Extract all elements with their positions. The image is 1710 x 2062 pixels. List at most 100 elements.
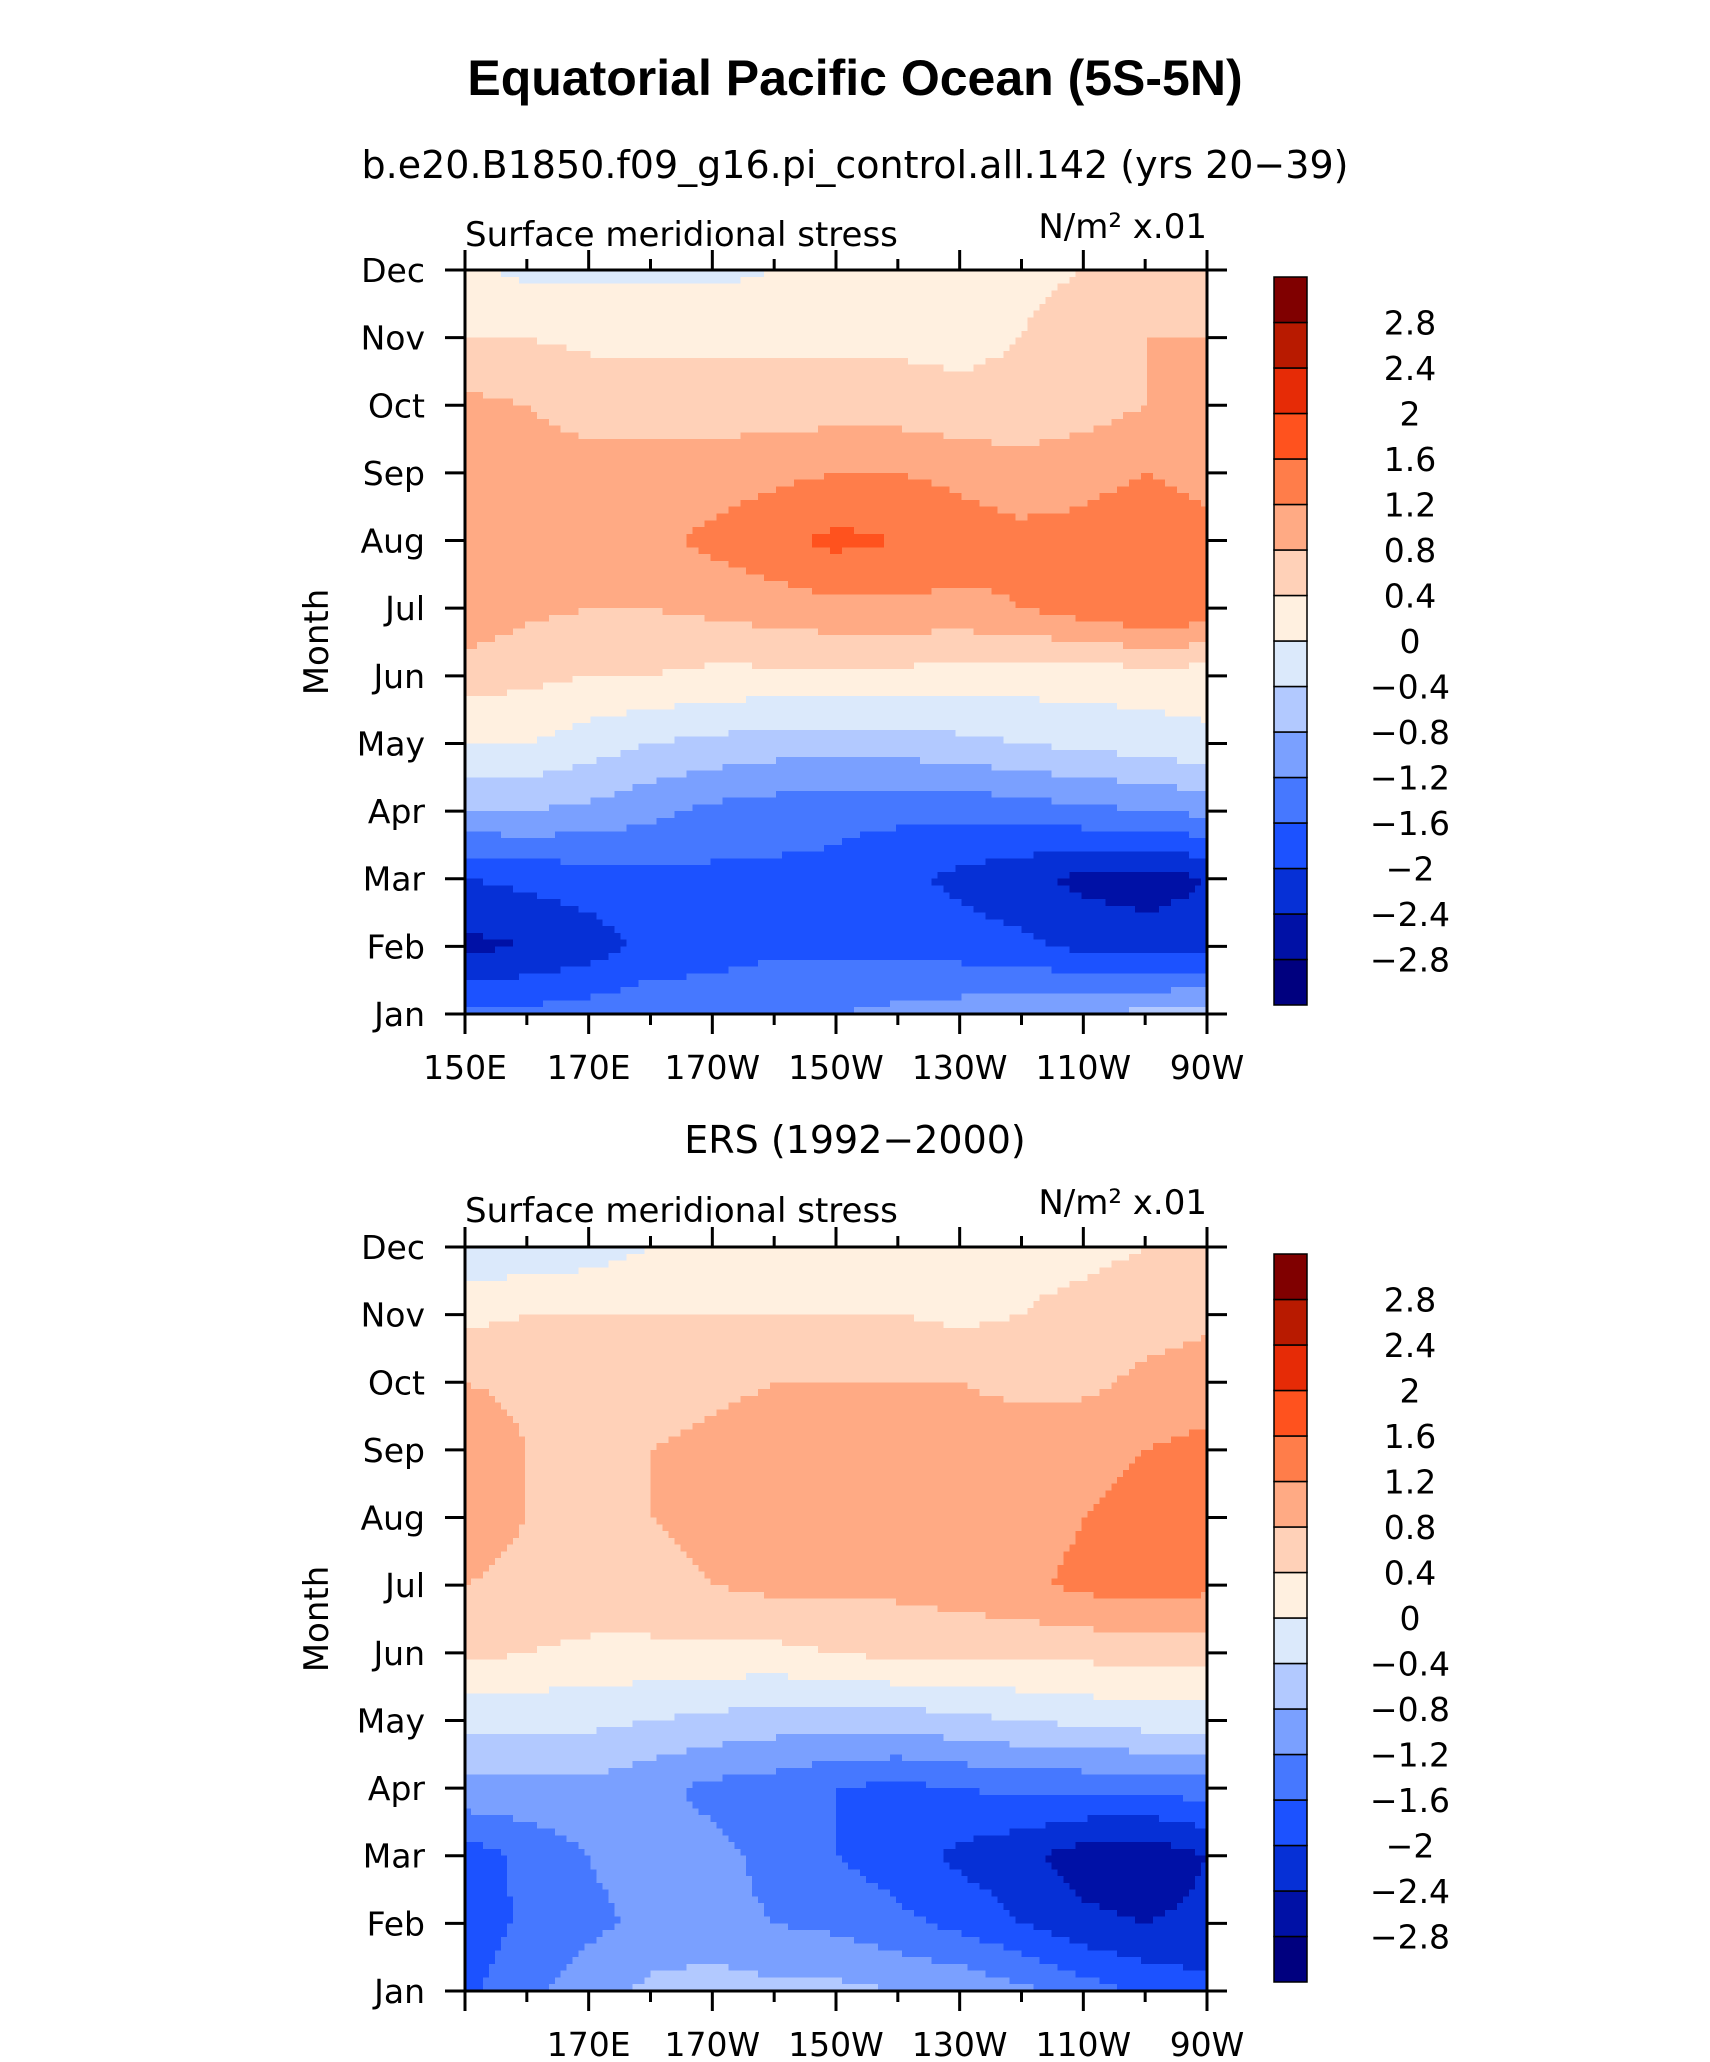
heatmap-cell <box>865 371 873 379</box>
heatmap-cell <box>1183 371 1190 379</box>
heatmap-cell <box>991 425 999 433</box>
heatmap-cell <box>566 533 574 542</box>
heatmap-cell <box>770 337 777 345</box>
heatmap-cell <box>1117 445 1124 454</box>
heatmap-cell <box>1141 452 1148 460</box>
heatmap-cell <box>752 324 759 332</box>
heatmap-cell <box>608 283 616 291</box>
heatmap-cell <box>1183 317 1190 325</box>
heatmap-cell <box>1039 472 1047 481</box>
heatmap-cell <box>554 344 562 352</box>
heatmap-cell <box>758 317 765 325</box>
heatmap-cell <box>1027 391 1035 400</box>
heatmap-cell <box>692 520 699 528</box>
heatmap-cell <box>1183 283 1190 291</box>
heatmap-cell <box>985 337 993 345</box>
heatmap-cell <box>632 384 640 393</box>
heatmap-cell <box>877 405 885 413</box>
heatmap-cell <box>494 459 502 467</box>
heatmap-cell <box>518 533 526 542</box>
heatmap-cell <box>794 351 801 359</box>
heatmap-cell <box>554 405 562 413</box>
heatmap-cell <box>1093 527 1100 535</box>
heatmap-cell <box>524 506 532 515</box>
heatmap-cell <box>889 527 897 535</box>
heatmap-cell <box>979 283 987 291</box>
heatmap-cell <box>889 513 897 521</box>
heatmap-cell <box>937 486 945 494</box>
heatmap-cell <box>1087 493 1094 501</box>
heatmap-cell <box>578 405 586 413</box>
heatmap-cell <box>841 452 849 460</box>
heatmap-cell <box>1075 303 1082 312</box>
heatmap-cell <box>626 297 634 305</box>
heatmap-cell <box>1057 506 1064 515</box>
heatmap-cell <box>716 513 723 521</box>
heatmap-cell <box>997 317 1005 325</box>
heatmap-cell <box>620 506 628 515</box>
heatmap-cell <box>644 297 652 305</box>
heatmap-cell <box>847 398 855 406</box>
heatmap-cell <box>692 303 699 312</box>
heatmap-cell <box>1069 432 1076 440</box>
heatmap-cell <box>830 337 837 345</box>
heatmap-cell <box>674 418 682 427</box>
heatmap-cell <box>1165 317 1172 325</box>
heatmap-cell <box>913 364 921 373</box>
heatmap-cell <box>1201 384 1208 393</box>
heatmap-cell <box>847 283 855 291</box>
heatmap-cell <box>836 425 843 433</box>
heatmap-cell <box>680 432 687 440</box>
heatmap-cell <box>656 533 664 542</box>
heatmap-cell <box>937 398 945 406</box>
heatmap-cell <box>524 351 532 359</box>
heatmap-cell <box>967 330 975 339</box>
heatmap-cell <box>734 506 741 515</box>
heatmap-cell <box>865 486 873 494</box>
heatmap-cell <box>710 384 717 393</box>
heatmap-cell <box>847 533 855 542</box>
heatmap-cell <box>512 445 520 454</box>
heatmap-cell <box>788 466 795 474</box>
heatmap-cell <box>560 351 568 359</box>
heatmap-cell <box>937 418 945 427</box>
heatmap-cell <box>919 452 927 460</box>
heatmap-cell <box>1165 344 1172 352</box>
heatmap-cell <box>1081 412 1088 420</box>
heatmap-cell <box>632 452 640 460</box>
heatmap-cell <box>746 412 753 420</box>
heatmap-cell <box>476 276 484 285</box>
heatmap-cell <box>1153 452 1160 460</box>
heatmap-cell <box>764 439 771 447</box>
heatmap-cell <box>656 499 664 508</box>
heatmap-cell <box>578 357 586 366</box>
heatmap-cell <box>1141 520 1148 528</box>
heatmap-cell <box>901 297 909 305</box>
heatmap-cell <box>1081 391 1088 400</box>
heatmap-cell <box>512 324 520 332</box>
heatmap-cell <box>770 520 777 528</box>
heatmap-cell <box>1105 499 1112 508</box>
heatmap-cell <box>710 351 717 359</box>
heatmap-cell <box>1201 344 1208 352</box>
heatmap-cell <box>674 378 682 386</box>
heatmap-cell <box>536 303 544 312</box>
heatmap-cell <box>997 337 1005 345</box>
heatmap-cell <box>572 513 580 521</box>
heatmap-cell <box>465 418 472 427</box>
heatmap-cell <box>1141 432 1148 440</box>
heatmap-cell <box>889 330 897 339</box>
heatmap-cell <box>1129 479 1136 488</box>
heatmap-cell <box>746 486 753 494</box>
heatmap-cell <box>752 364 759 373</box>
heatmap-cell <box>1195 499 1202 508</box>
heatmap-cell <box>1105 533 1112 542</box>
heatmap-cell <box>548 540 556 548</box>
heatmap-cell <box>470 506 478 515</box>
heatmap-cell <box>812 405 819 413</box>
heatmap-cell <box>608 398 616 406</box>
heatmap-cell <box>644 486 652 494</box>
heatmap-cell <box>1003 533 1011 542</box>
heatmap-cell <box>728 317 735 325</box>
heatmap-cell <box>590 459 598 467</box>
